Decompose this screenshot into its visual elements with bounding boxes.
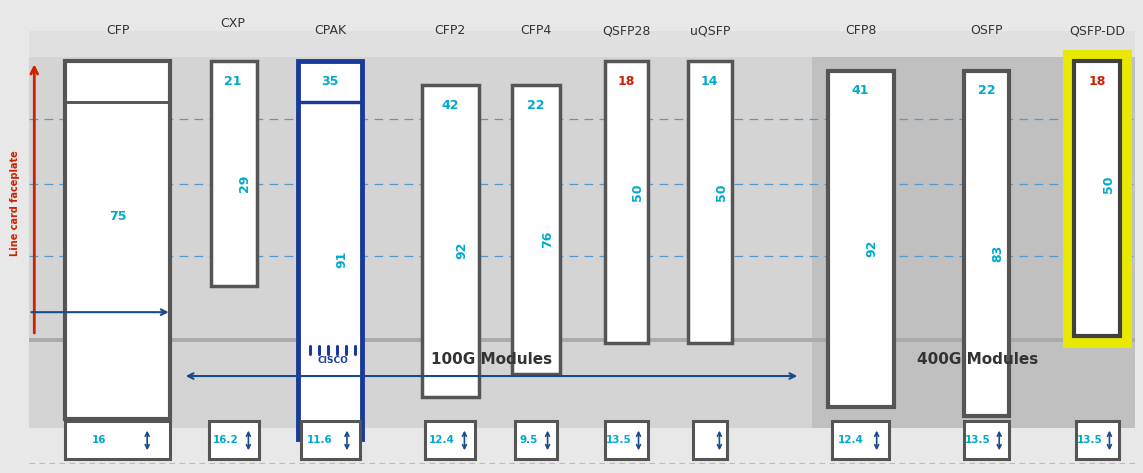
Text: 50: 50	[1102, 176, 1116, 193]
Bar	[812, 54, 1135, 428]
Text: CXP: CXP	[221, 17, 246, 30]
Text: CPAK: CPAK	[314, 24, 346, 37]
Bar	[1063, 50, 1132, 348]
Bar	[298, 61, 362, 439]
Text: OSFP: OSFP	[970, 24, 1002, 37]
Bar	[422, 85, 479, 397]
Text: CISCO: CISCO	[317, 356, 349, 365]
Bar	[211, 61, 257, 286]
Text: 14: 14	[701, 75, 719, 88]
Bar	[688, 61, 732, 343]
Text: 76: 76	[541, 230, 554, 247]
Bar	[964, 421, 1009, 459]
Text: 11.6: 11.6	[306, 435, 333, 445]
Text: CFP8: CFP8	[845, 24, 877, 37]
Text: CFP4: CFP4	[520, 24, 552, 37]
Bar	[301, 421, 360, 459]
Text: 41: 41	[852, 84, 870, 97]
Text: Line card faceplate: Line card faceplate	[10, 150, 19, 256]
Text: 13.5: 13.5	[606, 435, 631, 445]
Bar	[832, 421, 889, 459]
Text: 13.5: 13.5	[966, 435, 991, 445]
Text: uQSFP: uQSFP	[689, 24, 730, 37]
Text: 50: 50	[631, 184, 645, 201]
Bar	[515, 421, 557, 459]
Text: 9.5: 9.5	[519, 435, 538, 445]
Bar	[512, 85, 560, 374]
Text: 22: 22	[527, 98, 545, 112]
Text: QSFP-DD: QSFP-DD	[1070, 24, 1125, 37]
Text: 22: 22	[977, 84, 996, 97]
Text: 16.2: 16.2	[213, 435, 238, 445]
Bar	[29, 54, 1135, 428]
Text: CFP2: CFP2	[434, 24, 466, 37]
Bar	[693, 421, 727, 459]
Text: CFP: CFP	[106, 24, 129, 37]
Text: 400G Modules: 400G Modules	[917, 351, 1038, 367]
Bar	[425, 421, 475, 459]
Bar	[828, 71, 894, 407]
Text: 18: 18	[617, 75, 636, 88]
Text: 12.4: 12.4	[429, 435, 454, 445]
Text: 100G Modules: 100G Modules	[431, 351, 552, 367]
Bar	[65, 421, 170, 459]
Text: 21: 21	[224, 75, 242, 88]
Bar	[605, 61, 648, 343]
Bar	[1076, 421, 1119, 459]
Bar	[65, 61, 170, 419]
Bar	[605, 421, 648, 459]
Text: QSFP28: QSFP28	[602, 24, 650, 37]
Bar	[29, 31, 1135, 57]
Text: 50: 50	[714, 184, 728, 201]
Text: 42: 42	[441, 98, 459, 112]
Text: 91: 91	[335, 251, 349, 268]
Text: 92: 92	[865, 240, 879, 257]
Bar	[964, 71, 1009, 416]
Text: 29: 29	[238, 175, 251, 192]
Text: 12.4: 12.4	[838, 435, 863, 445]
Text: 18: 18	[1088, 75, 1106, 88]
Bar	[209, 421, 259, 459]
Text: 75: 75	[109, 210, 127, 223]
Text: 16: 16	[91, 435, 106, 445]
Bar	[1074, 61, 1120, 336]
Text: 92: 92	[455, 242, 469, 259]
Text: 13.5: 13.5	[1077, 435, 1102, 445]
Text: 83: 83	[991, 245, 1005, 262]
Text: 35: 35	[321, 75, 339, 88]
